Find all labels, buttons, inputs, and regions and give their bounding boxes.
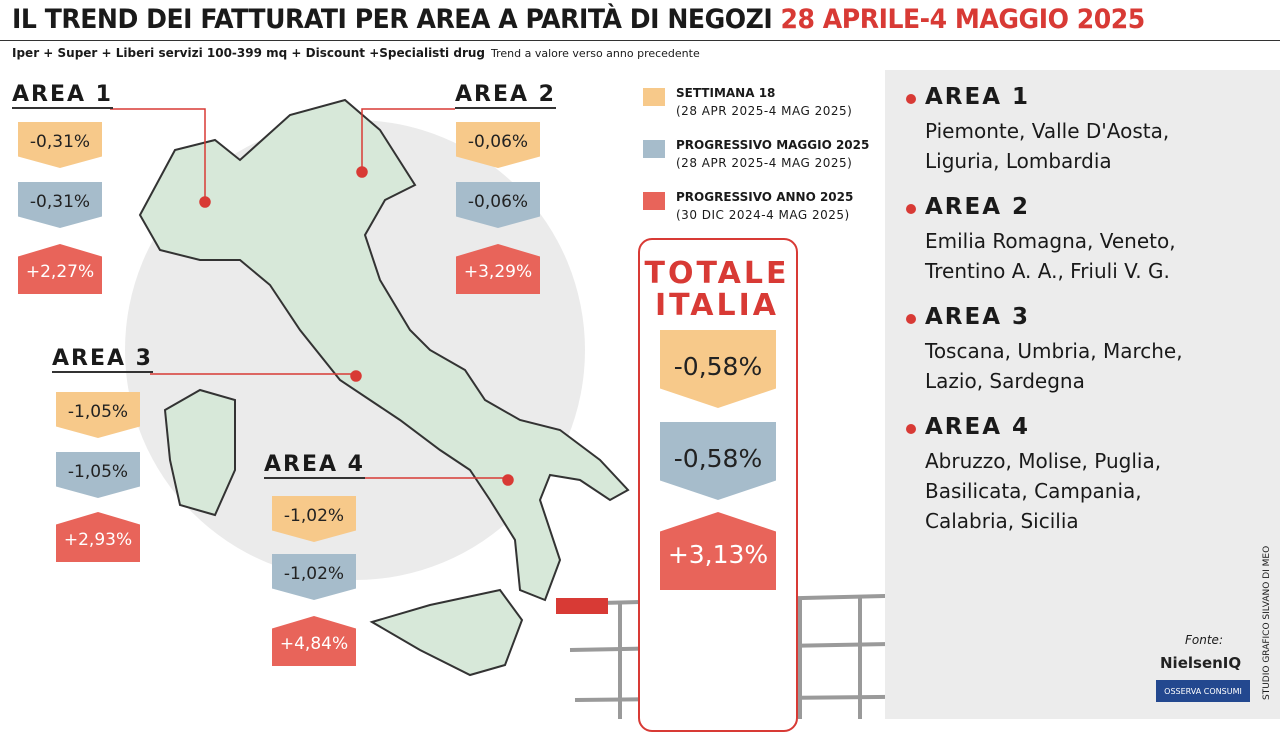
source-logo: OSSERVA CONSUMI (1156, 680, 1250, 702)
legend-swatch (643, 88, 665, 106)
area-list-name: AREA 3 (925, 304, 1031, 330)
area-value: -0,31% (18, 182, 102, 228)
area-list-regions: Toscana, Umbria, Marche, (925, 339, 1183, 363)
bullet (906, 314, 916, 324)
subtitle-text: Iper + Super + Liberi servizi 100-399 mq… (12, 46, 485, 60)
area-list-name: AREA 2 (925, 194, 1031, 220)
bullet (906, 204, 916, 214)
legend-swatch (643, 140, 665, 158)
cart-bumper (556, 598, 608, 614)
area-value: -0,31% (18, 122, 102, 168)
area-list-regions: Emilia Romagna, Veneto, (925, 229, 1176, 253)
area-list-regions: Liguria, Lombardia (925, 149, 1112, 173)
area-list-regions: Calabria, Sicilia (925, 509, 1079, 533)
title-date: 28 APRILE-4 MAGGIO 2025 (780, 4, 1145, 35)
area-label: AREA 2 (455, 82, 556, 109)
bullet (906, 424, 916, 434)
title-text: IL TREND DEI FATTURATI PER AREA A PARITÀ… (12, 4, 773, 35)
area-value: -1,02% (272, 496, 356, 542)
legend-period: (28 APR 2025-4 MAG 2025) (676, 104, 853, 118)
total-title: TOTALE (644, 256, 790, 291)
area-list-regions: Basilicata, Campania, (925, 479, 1142, 503)
area-list-regions: Piemonte, Valle D'Aosta, (925, 119, 1170, 143)
area-list-regions: Abruzzo, Molise, Puglia, (925, 449, 1162, 473)
area-list-name: AREA 4 (925, 414, 1031, 440)
area-label: AREA 3 (52, 346, 153, 373)
bullet (906, 94, 916, 104)
area-label: AREA 1 (12, 82, 113, 109)
note: Trend a valore verso anno precedente (491, 47, 700, 60)
source-logo: NielsenIQ (1160, 654, 1242, 672)
subtitle: Iper + Super + Liberi servizi 100-399 mq… (12, 46, 700, 60)
area-value: -1,02% (272, 554, 356, 600)
legend-period: (30 DIC 2024-4 MAG 2025) (676, 208, 850, 222)
area-list-regions: Lazio, Sardegna (925, 369, 1085, 393)
credit: STUDIO GRAFICO SILVANO DI MEO (1262, 545, 1272, 700)
area-value: -0,06% (456, 182, 540, 228)
title-rule (0, 40, 1280, 41)
area-list-name: AREA 1 (925, 84, 1031, 110)
total-title: ITALIA (654, 288, 779, 323)
legend-label: SETTIMANA 18 (676, 86, 776, 100)
source-label: Fonte: (1185, 633, 1223, 647)
legend-label: PROGRESSIVO MAGGIO 2025 (676, 138, 870, 152)
area-value: -0,06% (456, 122, 540, 168)
legend-swatch (643, 192, 665, 210)
legend-period: (28 APR 2025-4 MAG 2025) (676, 156, 853, 170)
title: IL TREND DEI FATTURATI PER AREA A PARITÀ… (12, 4, 1145, 35)
area-label: AREA 4 (264, 452, 365, 479)
legend-label: PROGRESSIVO ANNO 2025 (676, 190, 854, 204)
area-pointers (110, 108, 514, 486)
area-list-regions: Trentino A. A., Friuli V. G. (925, 259, 1170, 283)
area-panel (885, 70, 1280, 719)
